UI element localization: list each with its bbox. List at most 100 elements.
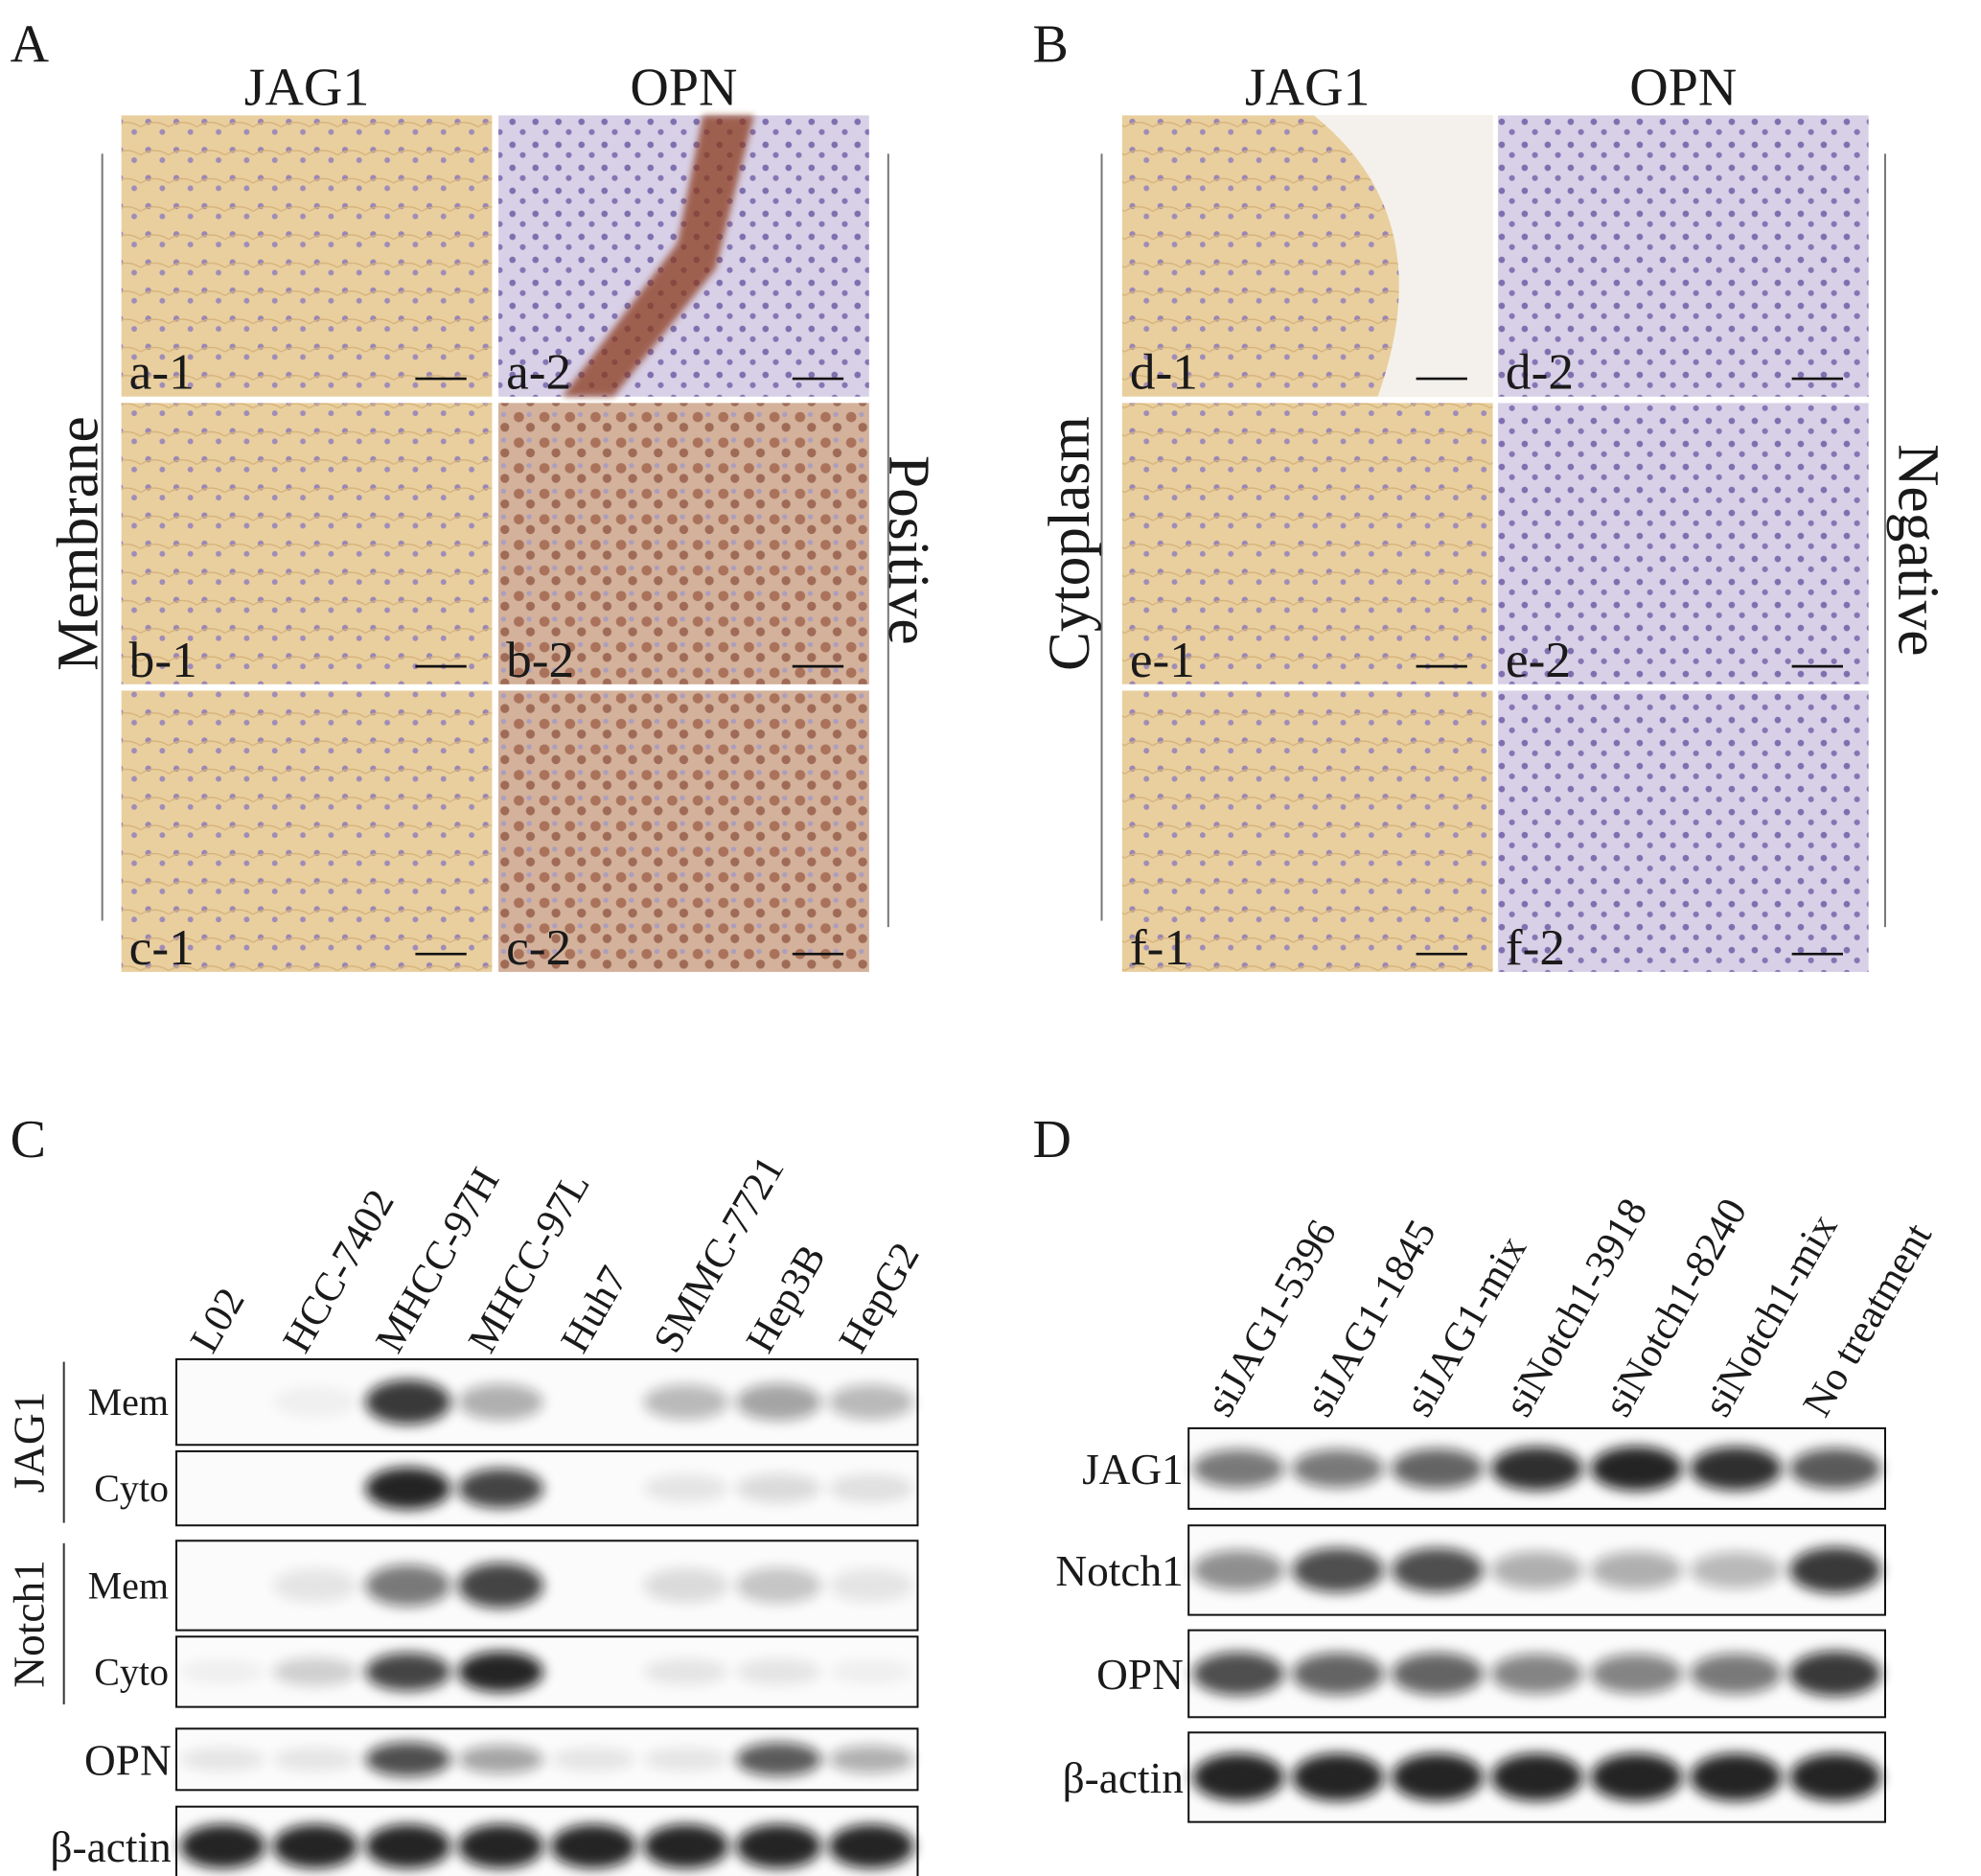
blot-strip <box>175 1540 919 1632</box>
band <box>828 1384 914 1421</box>
subrow-label: Cyto <box>94 1467 169 1510</box>
band <box>735 1657 821 1685</box>
panel-letter: B <box>1033 14 1069 74</box>
band <box>550 1824 636 1868</box>
micrograph <box>498 690 869 972</box>
group-label: Notch1 <box>5 1560 53 1687</box>
micrograph <box>1497 403 1869 684</box>
band <box>1490 1753 1583 1801</box>
tile-label: d-1 <box>1130 343 1198 401</box>
band <box>1789 1448 1881 1490</box>
stain-overlay <box>498 403 869 684</box>
band <box>1789 1651 1881 1697</box>
column-header: JAG1 <box>244 58 370 118</box>
band <box>365 1379 451 1424</box>
blot-strip <box>1187 1731 1886 1823</box>
column-header: JAG1 <box>1245 58 1371 118</box>
band <box>1690 1447 1783 1491</box>
row-label: OPN <box>1096 1651 1184 1699</box>
band <box>457 1824 543 1868</box>
row-label: JAG1 <box>1082 1446 1184 1494</box>
band <box>828 1568 914 1603</box>
band <box>1590 1551 1683 1589</box>
band <box>272 1747 358 1772</box>
subrow-label: Mem <box>88 1380 169 1424</box>
band <box>735 1383 821 1421</box>
band <box>1789 1753 1881 1801</box>
tile-label: f-1 <box>1130 918 1189 976</box>
band <box>1392 1653 1484 1695</box>
tile-label: b-1 <box>129 631 197 688</box>
micrograph <box>498 403 869 684</box>
band <box>1292 1448 1384 1488</box>
tile-label: a-1 <box>129 343 195 401</box>
blot-strip <box>175 1357 919 1447</box>
band <box>1690 1653 1783 1695</box>
side-label: Cytoplasm <box>1037 416 1102 671</box>
band <box>457 1563 543 1609</box>
band <box>643 1657 729 1685</box>
band <box>1192 1448 1284 1488</box>
band <box>1192 1753 1284 1801</box>
band <box>457 1651 543 1693</box>
band <box>1292 1653 1384 1695</box>
micrograph <box>1121 690 1493 972</box>
band <box>828 1745 914 1773</box>
tile-label: e-1 <box>1130 631 1195 688</box>
subrow-label: Cyto <box>94 1650 169 1693</box>
micrograph <box>121 690 493 972</box>
band <box>643 1824 729 1868</box>
micrograph <box>121 115 493 397</box>
band <box>828 1658 914 1685</box>
band <box>1690 1551 1783 1589</box>
band <box>365 1564 451 1607</box>
band <box>1392 1753 1484 1801</box>
band <box>828 1824 914 1868</box>
band <box>643 1747 729 1772</box>
tile-label: a-2 <box>506 343 571 401</box>
band <box>828 1473 914 1503</box>
band <box>272 1568 358 1603</box>
band <box>735 1567 821 1604</box>
tile-label: b-2 <box>506 631 574 688</box>
lane-label: HepG2 <box>830 1236 928 1360</box>
blot-strip <box>175 1635 919 1708</box>
band <box>1590 1654 1683 1694</box>
group-label: JAG1 <box>5 1392 53 1494</box>
band <box>1292 1547 1384 1593</box>
band <box>365 1824 451 1868</box>
band <box>1192 1550 1284 1590</box>
micrograph <box>1497 115 1869 397</box>
band <box>457 1468 543 1509</box>
side-label: Negative <box>1886 444 1951 656</box>
band <box>550 1747 636 1772</box>
band <box>1392 1547 1484 1593</box>
band <box>735 1473 821 1503</box>
band <box>179 1747 265 1772</box>
lane-label: L02 <box>182 1281 254 1360</box>
band <box>179 1824 265 1868</box>
tile-label: f-2 <box>1506 918 1565 976</box>
side-label: Positive <box>876 455 941 645</box>
band <box>1490 1654 1583 1694</box>
band <box>1490 1447 1583 1491</box>
blot-strip <box>175 1805 919 1876</box>
lane-label: Huh7 <box>552 1259 636 1360</box>
tile-label: c-1 <box>129 918 195 976</box>
background-region <box>1121 115 1493 397</box>
micrograph <box>1121 403 1493 684</box>
row-label: β-actin <box>1063 1754 1184 1802</box>
blot-strip <box>1187 1629 1886 1719</box>
band <box>179 1658 265 1685</box>
band <box>643 1473 729 1503</box>
lane-label: Hep3B <box>738 1238 835 1360</box>
column-header: OPN <box>630 58 737 118</box>
band <box>365 1742 451 1777</box>
side-label: Membrane <box>45 416 110 671</box>
stain-overlay <box>498 690 869 972</box>
tile-label: c-2 <box>506 918 571 976</box>
band <box>272 1657 358 1686</box>
panel-letter: D <box>1033 1110 1071 1170</box>
micrograph <box>121 403 493 684</box>
